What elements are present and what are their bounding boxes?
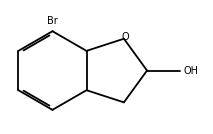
Text: Br: Br <box>47 16 58 26</box>
Text: OH: OH <box>184 66 199 76</box>
Text: O: O <box>121 32 129 42</box>
